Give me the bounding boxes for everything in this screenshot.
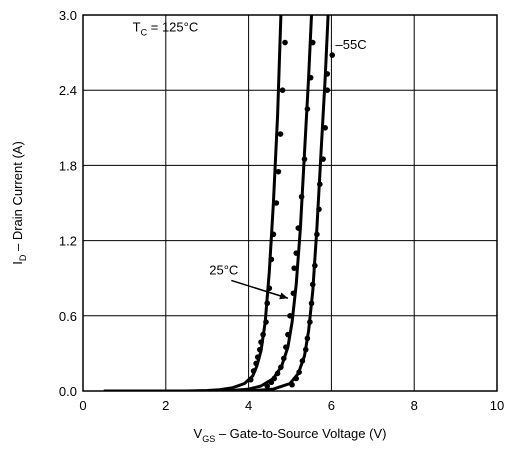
annotation-label: –55C [336,37,367,52]
data-point [275,168,282,175]
data-point [264,300,271,307]
x-tick-label: 2 [162,398,169,413]
data-point [289,381,295,388]
annotation-label: 25°C [209,262,238,277]
data-point [287,313,293,319]
data-point [320,156,326,162]
data-point [271,375,278,382]
data-point [301,156,308,162]
x-tick-label: 8 [411,398,418,413]
y-tick-label: 0.0 [59,384,77,399]
x-axis-label: VGS – Gate-to-Source Voltage (V) [194,426,387,444]
series-line [103,15,283,391]
data-point [278,364,284,370]
data-point [299,358,306,364]
series-line [207,15,313,391]
data-point [280,355,287,362]
data-point [304,335,311,342]
data-point [254,354,261,360]
data-point [253,360,259,367]
y-tick-label: 1.8 [59,158,77,173]
data-point [266,285,273,292]
axis-ticks: 0 2 4 6 8 10 0.0 0.6 1.2 1.8 2.4 3.0 [59,8,504,413]
data-point [274,370,281,377]
x-tick-label: 0 [79,398,86,413]
data-point [263,319,269,325]
annotation-arrow [231,279,289,299]
data-point [291,265,297,271]
data-point [250,368,257,374]
series-2 [231,15,336,391]
data-point [324,87,331,93]
annotations: TC = 125°C –55C 25°C [133,19,367,300]
data-point [298,193,305,200]
data-point [307,74,314,81]
data-point [268,256,275,263]
data-point [293,375,300,382]
data-point [247,376,254,383]
x-tick-label: 6 [328,398,335,413]
data-point [316,206,322,213]
y-axis-label: ID – Drain Current (A) [10,141,28,265]
data-point [324,71,331,77]
data-point [309,281,316,288]
y-tick-label: 2.4 [59,83,77,98]
data-point [312,262,318,269]
annotation-label: TC = 125°C [133,19,199,37]
data-point [304,106,311,112]
data-point [258,339,264,345]
data-point [279,87,286,93]
data-point [308,300,315,307]
data-point [270,231,277,238]
y-tick-label: 3.0 [59,8,77,23]
data-point [295,225,302,231]
data-point [290,290,297,297]
x-tick-label: 10 [490,398,504,413]
data-point [296,369,302,376]
x-tick-label: 4 [245,398,252,413]
data-point [322,125,328,131]
data-point [317,181,323,187]
data-point [277,131,284,137]
series-0 [103,15,288,391]
data-point [260,331,266,338]
y-tick-label: 1.2 [59,234,77,249]
series-group [103,15,336,391]
data-point [285,331,291,338]
data-point [256,346,263,353]
data-point [293,250,300,256]
data-point [264,383,271,389]
data-point [282,39,288,46]
data-point [329,52,336,58]
data-point [314,231,320,238]
data-point [309,39,316,46]
series-line [231,15,330,391]
data-point [273,200,280,206]
y-tick-label: 0.6 [59,309,77,324]
data-point [307,319,313,325]
data-point [283,344,289,350]
arrow-head [279,292,288,300]
plot-frame [82,14,498,392]
data-point [302,346,309,353]
